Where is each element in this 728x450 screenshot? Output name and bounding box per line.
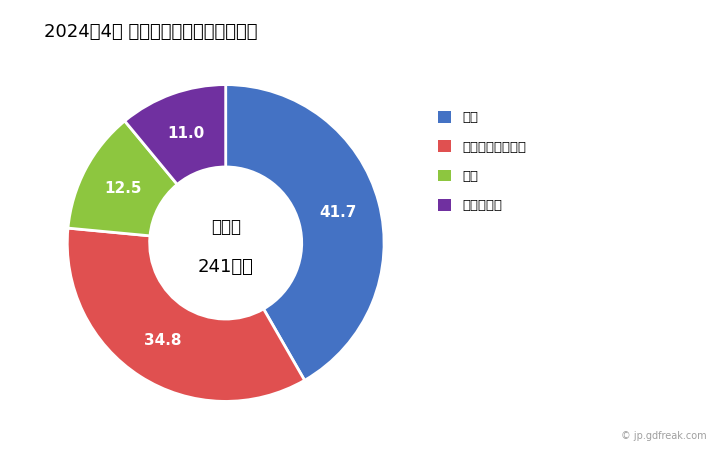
Text: 12.5: 12.5 bbox=[104, 181, 141, 196]
Text: 241万円: 241万円 bbox=[198, 258, 253, 276]
Wedge shape bbox=[68, 121, 177, 236]
Text: 41.7: 41.7 bbox=[320, 206, 357, 220]
Text: 2024年4月 輸出相手国のシェア（％）: 2024年4月 輸出相手国のシェア（％） bbox=[44, 22, 257, 40]
Text: 総　額: 総 額 bbox=[210, 218, 241, 236]
Text: © jp.gdfreak.com: © jp.gdfreak.com bbox=[620, 431, 706, 441]
Wedge shape bbox=[226, 85, 384, 380]
Text: 34.8: 34.8 bbox=[144, 333, 181, 348]
Legend: 英国, アラブ首長国連邦, 韓国, フィリピン: 英国, アラブ首長国連邦, 韓国, フィリピン bbox=[438, 111, 526, 212]
Text: 11.0: 11.0 bbox=[167, 126, 205, 141]
Wedge shape bbox=[67, 228, 304, 401]
Wedge shape bbox=[124, 85, 226, 184]
